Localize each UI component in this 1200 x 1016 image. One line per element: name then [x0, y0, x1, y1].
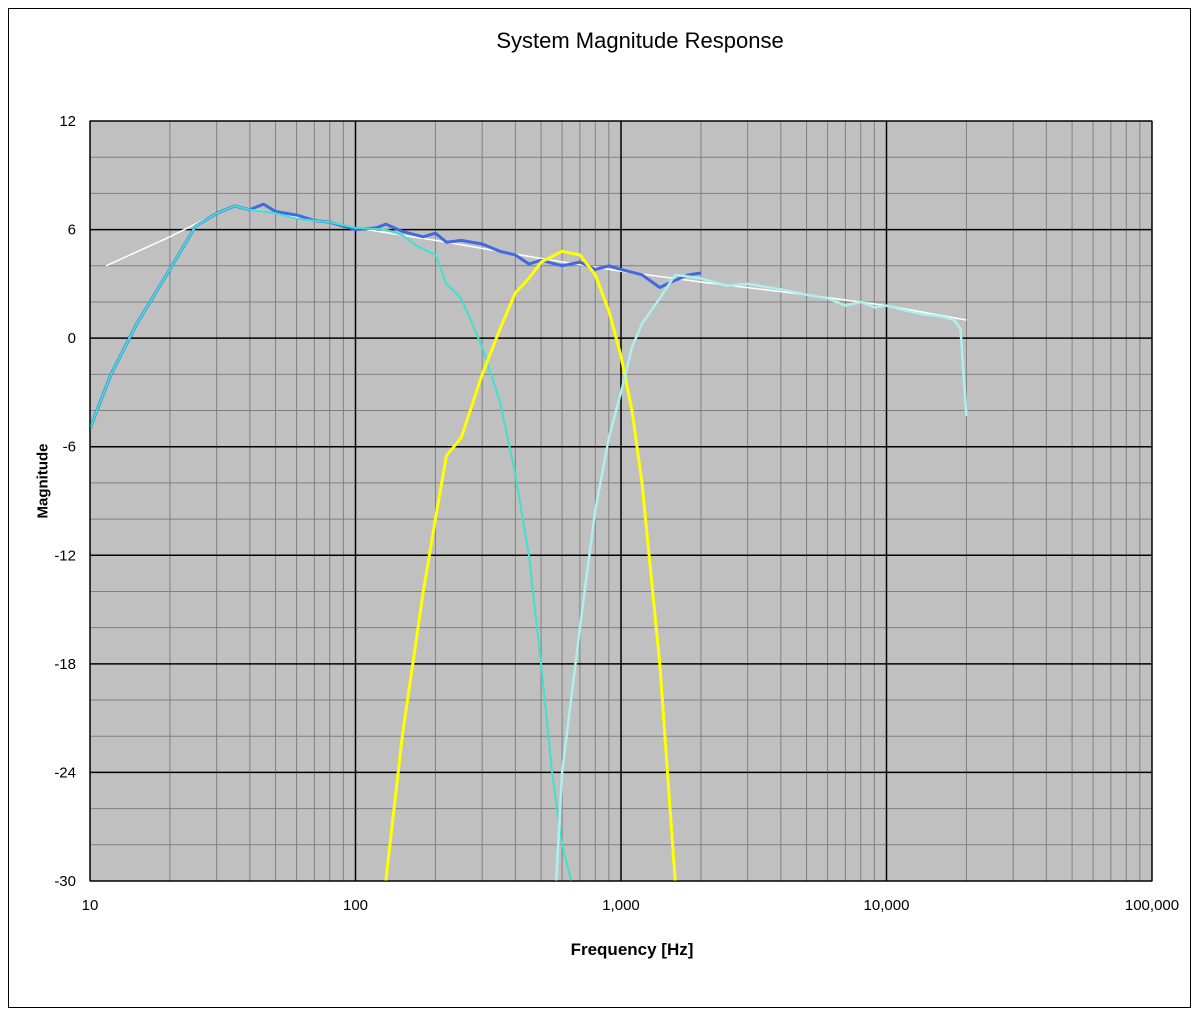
y-tick-label: 12 — [59, 113, 76, 130]
x-tick-label: 10 — [82, 897, 99, 914]
series-group — [88, 202, 968, 882]
x-tick-label: 1,000 — [602, 897, 640, 914]
tick-labels: 12 6 0 -6 -12 -18 -24 -30 10 100 1,000 10,000 100,00… — [54, 113, 1179, 914]
y-tick-label: -24 — [54, 764, 76, 781]
y-tick-label: -18 — [54, 656, 76, 673]
y-tick-label: -6 — [63, 439, 76, 456]
series-line-4 — [554, 273, 968, 882]
chart-title: System Magnitude Response — [496, 28, 784, 53]
x-axis-label: Frequency [Hz] — [570, 940, 694, 959]
x-tick-label: 10,000 — [864, 897, 910, 914]
y-tick-label: -30 — [54, 873, 76, 890]
y-tick-label: 0 — [68, 330, 76, 347]
plot-border — [89, 120, 1153, 882]
y-tick-label: -12 — [54, 547, 76, 564]
x-tick-label: 100,000 — [1125, 897, 1179, 914]
series-line-2 — [89, 205, 573, 882]
x-tick-label: 100 — [343, 897, 368, 914]
y-tick-label: 6 — [68, 222, 76, 239]
series-line-3 — [384, 249, 677, 882]
